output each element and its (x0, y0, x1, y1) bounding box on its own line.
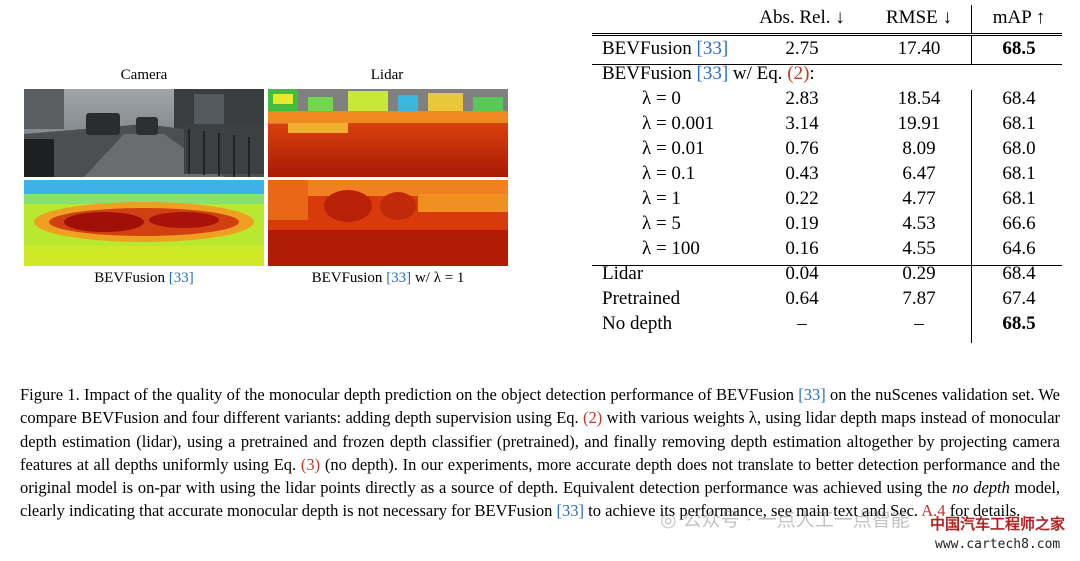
cite-link[interactable]: [33] (798, 385, 826, 404)
cite-link[interactable]: [33] (696, 63, 729, 84)
rmse-value: 4.55 (902, 238, 936, 259)
map-value: 68.5 (1002, 313, 1036, 334)
map-value: 67.4 (1002, 288, 1036, 309)
eq-link[interactable]: (2) (583, 408, 603, 428)
abs-rel-value: 0.04 (785, 263, 819, 284)
map-value: 64.6 (1002, 238, 1036, 259)
abs-rel-value: – (797, 313, 807, 334)
cite-link[interactable]: [33] (696, 38, 729, 59)
abs-rel-value: 2.83 (785, 88, 819, 109)
header-rmse: RMSE ↓ (886, 7, 952, 28)
rmse-value: 7.87 (902, 288, 936, 309)
rmse-value: 4.77 (902, 188, 936, 209)
map-value: 68.4 (1002, 88, 1036, 109)
table-row: λ = 1 0.22 4.77 68.1 (592, 186, 1062, 211)
section-link[interactable]: A.4 (921, 501, 946, 521)
rmse-value: 17.40 (897, 38, 941, 59)
abs-rel-value: 0.76 (785, 138, 819, 159)
map-value: 66.6 (1002, 213, 1036, 234)
variant-heading: BEVFusion [33] w/ Eq. (2): (602, 63, 815, 84)
map-value: 68.1 (1002, 163, 1036, 184)
watermark-wechat: ◎ 公众号 · 一点人工一点智能 (660, 509, 910, 531)
table-row: No depth – – 68.5 (592, 311, 1062, 336)
row-name: λ = 100 (642, 238, 700, 259)
table-row: Lidar 0.04 0.29 68.4 (592, 261, 1062, 286)
row-name: No depth (602, 313, 673, 334)
watermark-cartech: 中国汽车工程师之家 (930, 515, 1066, 533)
abs-rel-value: 0.19 (785, 213, 819, 234)
abs-rel-value: 0.22 (785, 188, 819, 209)
rmse-value: 0.29 (902, 263, 936, 284)
map-value: 68.4 (1002, 263, 1036, 284)
lidar-label: Lidar (370, 67, 404, 83)
camera-label: Camera (120, 67, 168, 83)
rmse-value: – (914, 313, 924, 334)
map-value: 68.1 (1002, 113, 1036, 134)
header-map: mAP ↑ (992, 7, 1046, 28)
rmse-value: 18.54 (897, 88, 941, 109)
rmse-value: 6.47 (902, 163, 936, 184)
table-header: Abs. Rel. ↓ RMSE ↓ mAP ↑ (592, 5, 1062, 30)
variant-heading-row: BEVFusion [33] w/ Eq. (2): (592, 61, 1062, 86)
eq-link[interactable]: (2) (787, 63, 810, 84)
emphasis-no-depth: no depth (951, 478, 1010, 498)
table-row: λ = 100 0.16 4.55 64.6 (592, 236, 1062, 261)
bevfusion-lambda-depth-map (268, 180, 508, 266)
header-abs-rel: Abs. Rel. ↓ (759, 7, 845, 28)
map-value: 68.0 (1002, 138, 1036, 159)
other-rows: Lidar 0.04 0.29 68.4 Pretrained 0.64 7.87 67.4 N… (592, 261, 1062, 336)
abs-rel-value: 0.43 (785, 163, 819, 184)
bevfusion-bev-map (24, 180, 264, 266)
abs-rel-value: 0.64 (785, 288, 819, 309)
bevfusion-caption: BEVFusion [33] (94, 270, 194, 286)
rmse-value: 8.09 (902, 138, 936, 159)
table-row: Pretrained 0.64 7.87 67.4 (592, 286, 1062, 311)
eq-link[interactable]: (3) (300, 454, 321, 474)
table-row: λ = 0.01 0.76 8.09 68.0 (592, 136, 1062, 161)
wechat-icon: ◎ (660, 509, 677, 531)
camera-image (24, 89, 264, 177)
cite-link[interactable]: [33] (168, 270, 194, 286)
table-row: λ = 0 2.83 18.54 68.4 (592, 86, 1062, 111)
watermark-url: www.cartech8.com (935, 537, 1061, 552)
abs-rel-value: 2.75 (785, 38, 819, 59)
row-name: λ = 1 (642, 188, 681, 209)
row-name: Pretrained (602, 288, 681, 309)
results-table: Abs. Rel. ↓ RMSE ↓ mAP ↑ BEVFusion [33] … (592, 5, 1062, 343)
bevfusion-lambda-caption: BEVFusion [33] w/ λ = 1 (311, 270, 465, 286)
row-name: λ = 0.001 (642, 113, 715, 134)
map-value: 68.5 (1002, 38, 1036, 59)
row-name: λ = 5 (642, 213, 681, 234)
rmse-value: 19.91 (897, 113, 941, 134)
map-value: 68.1 (1002, 188, 1036, 209)
row-name: Lidar (602, 263, 644, 284)
row-name: BEVFusion [33] (602, 38, 729, 59)
table-row: λ = 0.1 0.43 6.47 68.1 (592, 161, 1062, 186)
rmse-value: 4.53 (902, 213, 936, 234)
lidar-depth-image (268, 89, 508, 177)
cite-link[interactable]: [33] (556, 501, 585, 521)
row-name: λ = 0.01 (642, 138, 705, 159)
table-row: λ = 0.001 3.14 19.91 68.1 (592, 111, 1062, 136)
row-name: λ = 0 (642, 88, 681, 109)
abs-rel-value: 3.14 (785, 113, 819, 134)
abs-rel-value: 0.16 (785, 238, 819, 259)
row-name: λ = 0.1 (642, 163, 696, 184)
lambda-rows: λ = 0 2.83 18.54 68.4 λ = 0.001 3.14 19.91 68.1… (592, 86, 1062, 261)
table-row: λ = 5 0.19 4.53 66.6 (592, 211, 1062, 236)
table-row: BEVFusion [33] 2.75 17.40 68.5 (592, 36, 1062, 61)
figure-caption: Figure 1. Impact of the quality of the m… (20, 385, 1061, 521)
cite-link[interactable]: [33] (386, 270, 412, 286)
